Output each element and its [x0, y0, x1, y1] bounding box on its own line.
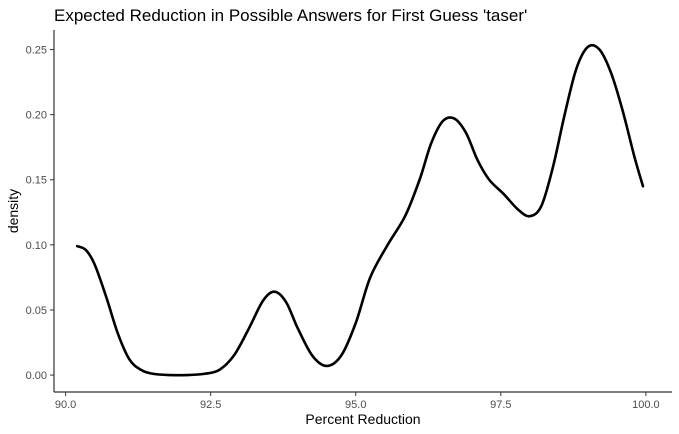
x-tick-label: 90.0: [55, 399, 76, 411]
x-axis-title: Percent Reduction: [305, 411, 420, 427]
y-tick-label: 0.05: [26, 305, 47, 317]
y-axis-ticks: 0.00 0.05 0.10 0.15 0.20 0.25: [26, 45, 54, 382]
y-tick-label: 0.15: [26, 175, 47, 187]
x-axis-ticks: 90.0 92.5 95.0 97.5 100.0: [55, 392, 660, 411]
x-tick-label: 100.0: [632, 399, 660, 411]
density-curve: [75, 43, 645, 377]
y-tick-label: 0.10: [26, 240, 47, 252]
plot-area: [75, 43, 645, 377]
y-tick-label: 0.25: [26, 45, 47, 57]
x-tick-label: 95.0: [345, 399, 366, 411]
y-axis-title: density: [5, 189, 21, 233]
chart-title: Expected Reduction in Possible Answers f…: [54, 6, 527, 25]
x-tick-label: 97.5: [490, 399, 511, 411]
x-tick-label: 92.5: [200, 399, 221, 411]
y-tick-label: 0.20: [26, 110, 47, 122]
y-tick-label: 0.00: [26, 370, 47, 382]
